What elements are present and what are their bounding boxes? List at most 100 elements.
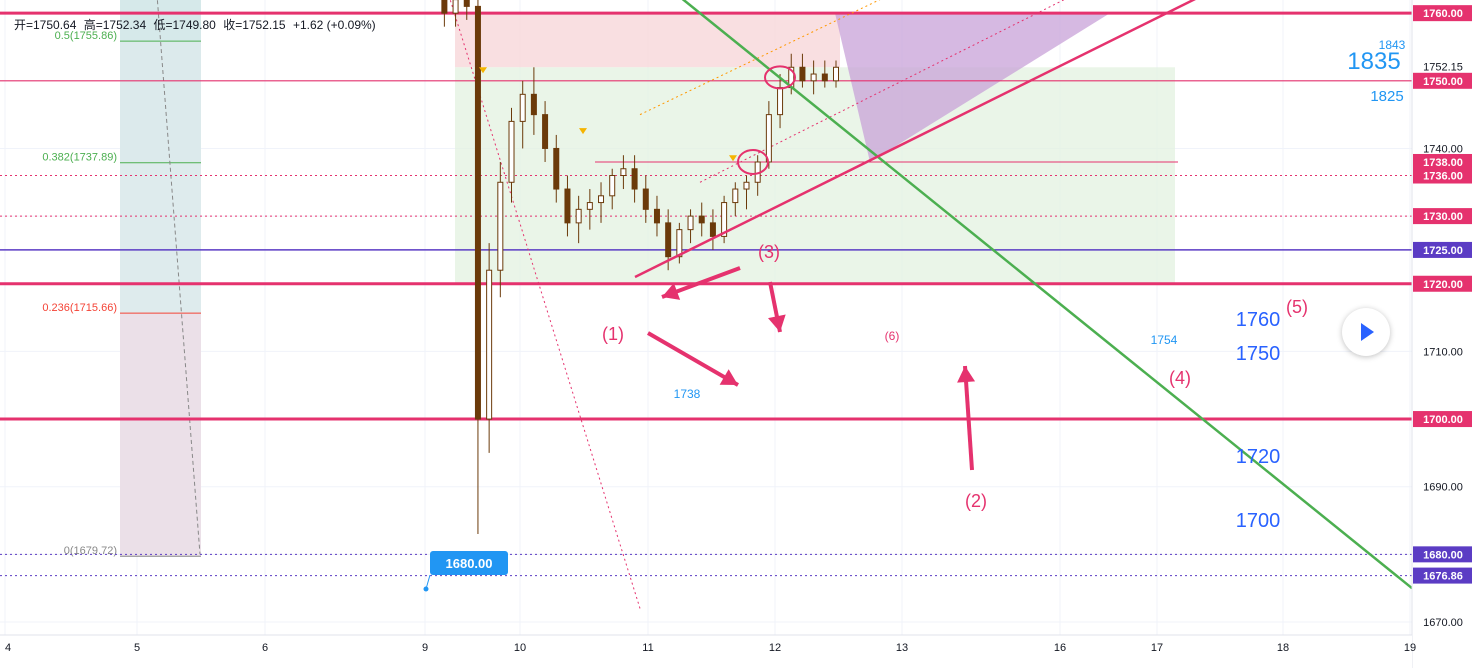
candle [721,195,728,244]
candle [821,60,828,88]
y-tick: 1750.00 [1413,72,1472,89]
candle [676,222,683,264]
x-tick-label: 6 [262,642,268,654]
annotation-arrows [646,266,976,471]
candle [620,155,627,190]
candle-body [452,0,459,14]
y-tick-label: 1730.00 [1423,211,1463,223]
candle-body [542,114,549,149]
candle-body [721,202,728,237]
purple-triangle-zone [835,13,1110,162]
annotation-label: (6) [885,329,900,343]
fib-zone [120,0,201,42]
close-value: 收=1752.15 [223,18,286,32]
candle [553,134,560,203]
fib-level-label: 0(1679.72) [64,545,117,557]
y-tick-label: 1690.00 [1423,482,1463,494]
candle [586,189,593,230]
y-tick-label: 1750.00 [1423,76,1463,88]
y-tick-badge [1413,275,1472,292]
y-tick: 1710.00 [1423,346,1463,358]
arrow-head-icon [768,314,786,332]
fib-trend-line [156,0,201,555]
y-tick-label: 1736.00 [1423,171,1463,183]
candle-body [486,269,493,420]
x-tick-label: 4 [5,642,11,654]
candle [687,209,694,244]
y-tick-label: 1725.00 [1423,245,1463,257]
candle-body [497,181,504,271]
annotation-label: 1750 [1236,343,1281,365]
candle [799,53,806,88]
x-tick-label: 5 [134,642,140,654]
trendlines [634,0,1413,590]
horizontal-levels [0,11,1412,577]
fractal-marker-icon [729,155,737,162]
y-tick-label: 1740.00 [1423,143,1463,155]
annotation-label: 1738 [674,387,701,401]
annotation-label: 1700 [1236,510,1281,532]
arrow-to-breakout [646,331,740,387]
candle [642,175,649,223]
steep-dotted-line [449,0,641,609]
y-tick-label: 1670.00 [1423,617,1463,629]
candle [631,155,638,203]
candle-body [508,120,515,183]
y-tick-badge [1413,72,1472,89]
candle [497,161,504,298]
candle-body [676,229,683,258]
replay-play-button[interactable] [1342,308,1390,356]
y-tick-badge [1413,208,1472,225]
ohlc-legend: 开=1750.64 高=1752.34 低=1749.80 收=1752.15 … [14,16,380,33]
candle [519,80,526,149]
candle-body [698,215,705,224]
pink-uptrend-line [634,0,1196,279]
candle-body [687,215,694,231]
arrow-to-retest [768,281,786,333]
candle-body [519,93,526,122]
candle [486,243,493,453]
candle-body [463,0,470,7]
annotation-label: 1843 [1379,38,1406,52]
arrow-to-green-line [661,266,741,300]
y-tick-badge [1413,167,1472,184]
annotation-label: (5) [1286,297,1308,317]
breakout-circle [737,148,769,175]
y-tick-badge [1413,5,1472,22]
fractal-markers [479,67,737,162]
y-tick-label: 1700.00 [1423,414,1463,426]
y-tick-label: 1710.00 [1423,346,1463,358]
candle [441,0,448,27]
fib-zone [120,41,201,163]
candle-body [709,222,716,237]
y-tick-label: 1676.86 [1423,571,1463,583]
annotation-label: (3) [758,242,780,262]
fractal-marker-icon [479,67,487,74]
candle [598,182,605,223]
candle [530,67,537,135]
candle [732,182,739,217]
candle [609,168,616,210]
y-tick: 1725.00 [1413,241,1472,258]
x-tick-label: 13 [896,642,908,654]
candle-body [586,202,593,210]
y-tick-badge [1413,567,1472,584]
candle-body [441,0,448,14]
candle-body [609,175,616,197]
candle-body [799,66,806,82]
callout-dot [423,586,429,592]
candle-body [620,168,627,177]
candle-body [653,208,660,224]
candle [542,101,549,162]
candle [810,60,817,95]
candle [833,60,839,88]
x-tick-label: 9 [422,642,428,654]
candle-body [777,87,784,116]
candle-body [765,114,772,163]
y-tick-label: 1738.00 [1423,157,1463,169]
x-tick-label: 17 [1151,642,1163,654]
y-tick-label: 1752.15 [1423,61,1463,73]
y-tick: 1690.00 [1423,482,1463,494]
fib-zone [120,313,201,557]
